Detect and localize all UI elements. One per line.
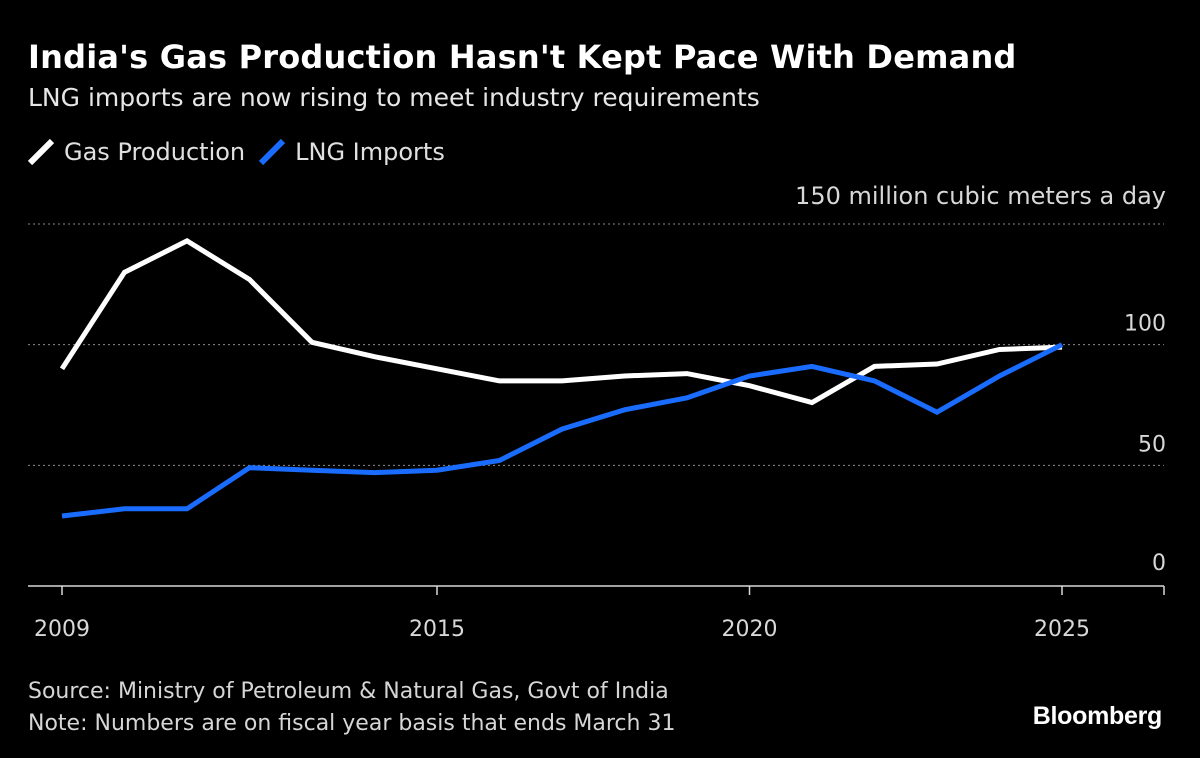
x-tick-label-2020: 2020	[722, 617, 778, 642]
y-tick-label-0: 0	[1152, 551, 1166, 576]
x-tick-label-2025: 2025	[1034, 617, 1090, 642]
x-tick-label-2009: 2009	[34, 617, 90, 642]
legend-label-gas-production: Gas Production	[64, 138, 246, 166]
y-tick-label-50: 50	[1138, 432, 1166, 457]
series-line-gas-production	[59, 238, 1063, 406]
chart-footer: Source: Ministry of Petroleum & Natural …	[28, 676, 675, 740]
legend-swatch-gas-production	[28, 139, 54, 165]
fiscal-year-note: Note: Numbers are on fiscal year basis t…	[28, 711, 676, 736]
legend: Gas Production LNG Imports	[28, 138, 459, 166]
bloomberg-logo: Bloomberg	[1032, 702, 1163, 730]
chart-title: India's Gas Production Hasn't Kept Pace …	[28, 38, 1017, 76]
y-tick-label-150: 150 million cubic meters a day	[795, 182, 1166, 210]
legend-swatch-lng-imports	[259, 139, 286, 165]
chart-subtitle: LNG imports are now rising to meet indus…	[28, 83, 760, 112]
series-line-lng-imports	[61, 342, 1064, 519]
x-tick-label-2015: 2015	[409, 617, 465, 642]
y-tick-label-100: 100	[1124, 312, 1166, 337]
legend-item-lng-imports: LNG Imports	[259, 138, 445, 166]
legend-item-gas-production: Gas Production	[28, 138, 245, 166]
source-note: Source: Ministry of Petroleum & Natural …	[28, 679, 669, 704]
legend-label-lng-imports: LNG Imports	[295, 138, 445, 166]
